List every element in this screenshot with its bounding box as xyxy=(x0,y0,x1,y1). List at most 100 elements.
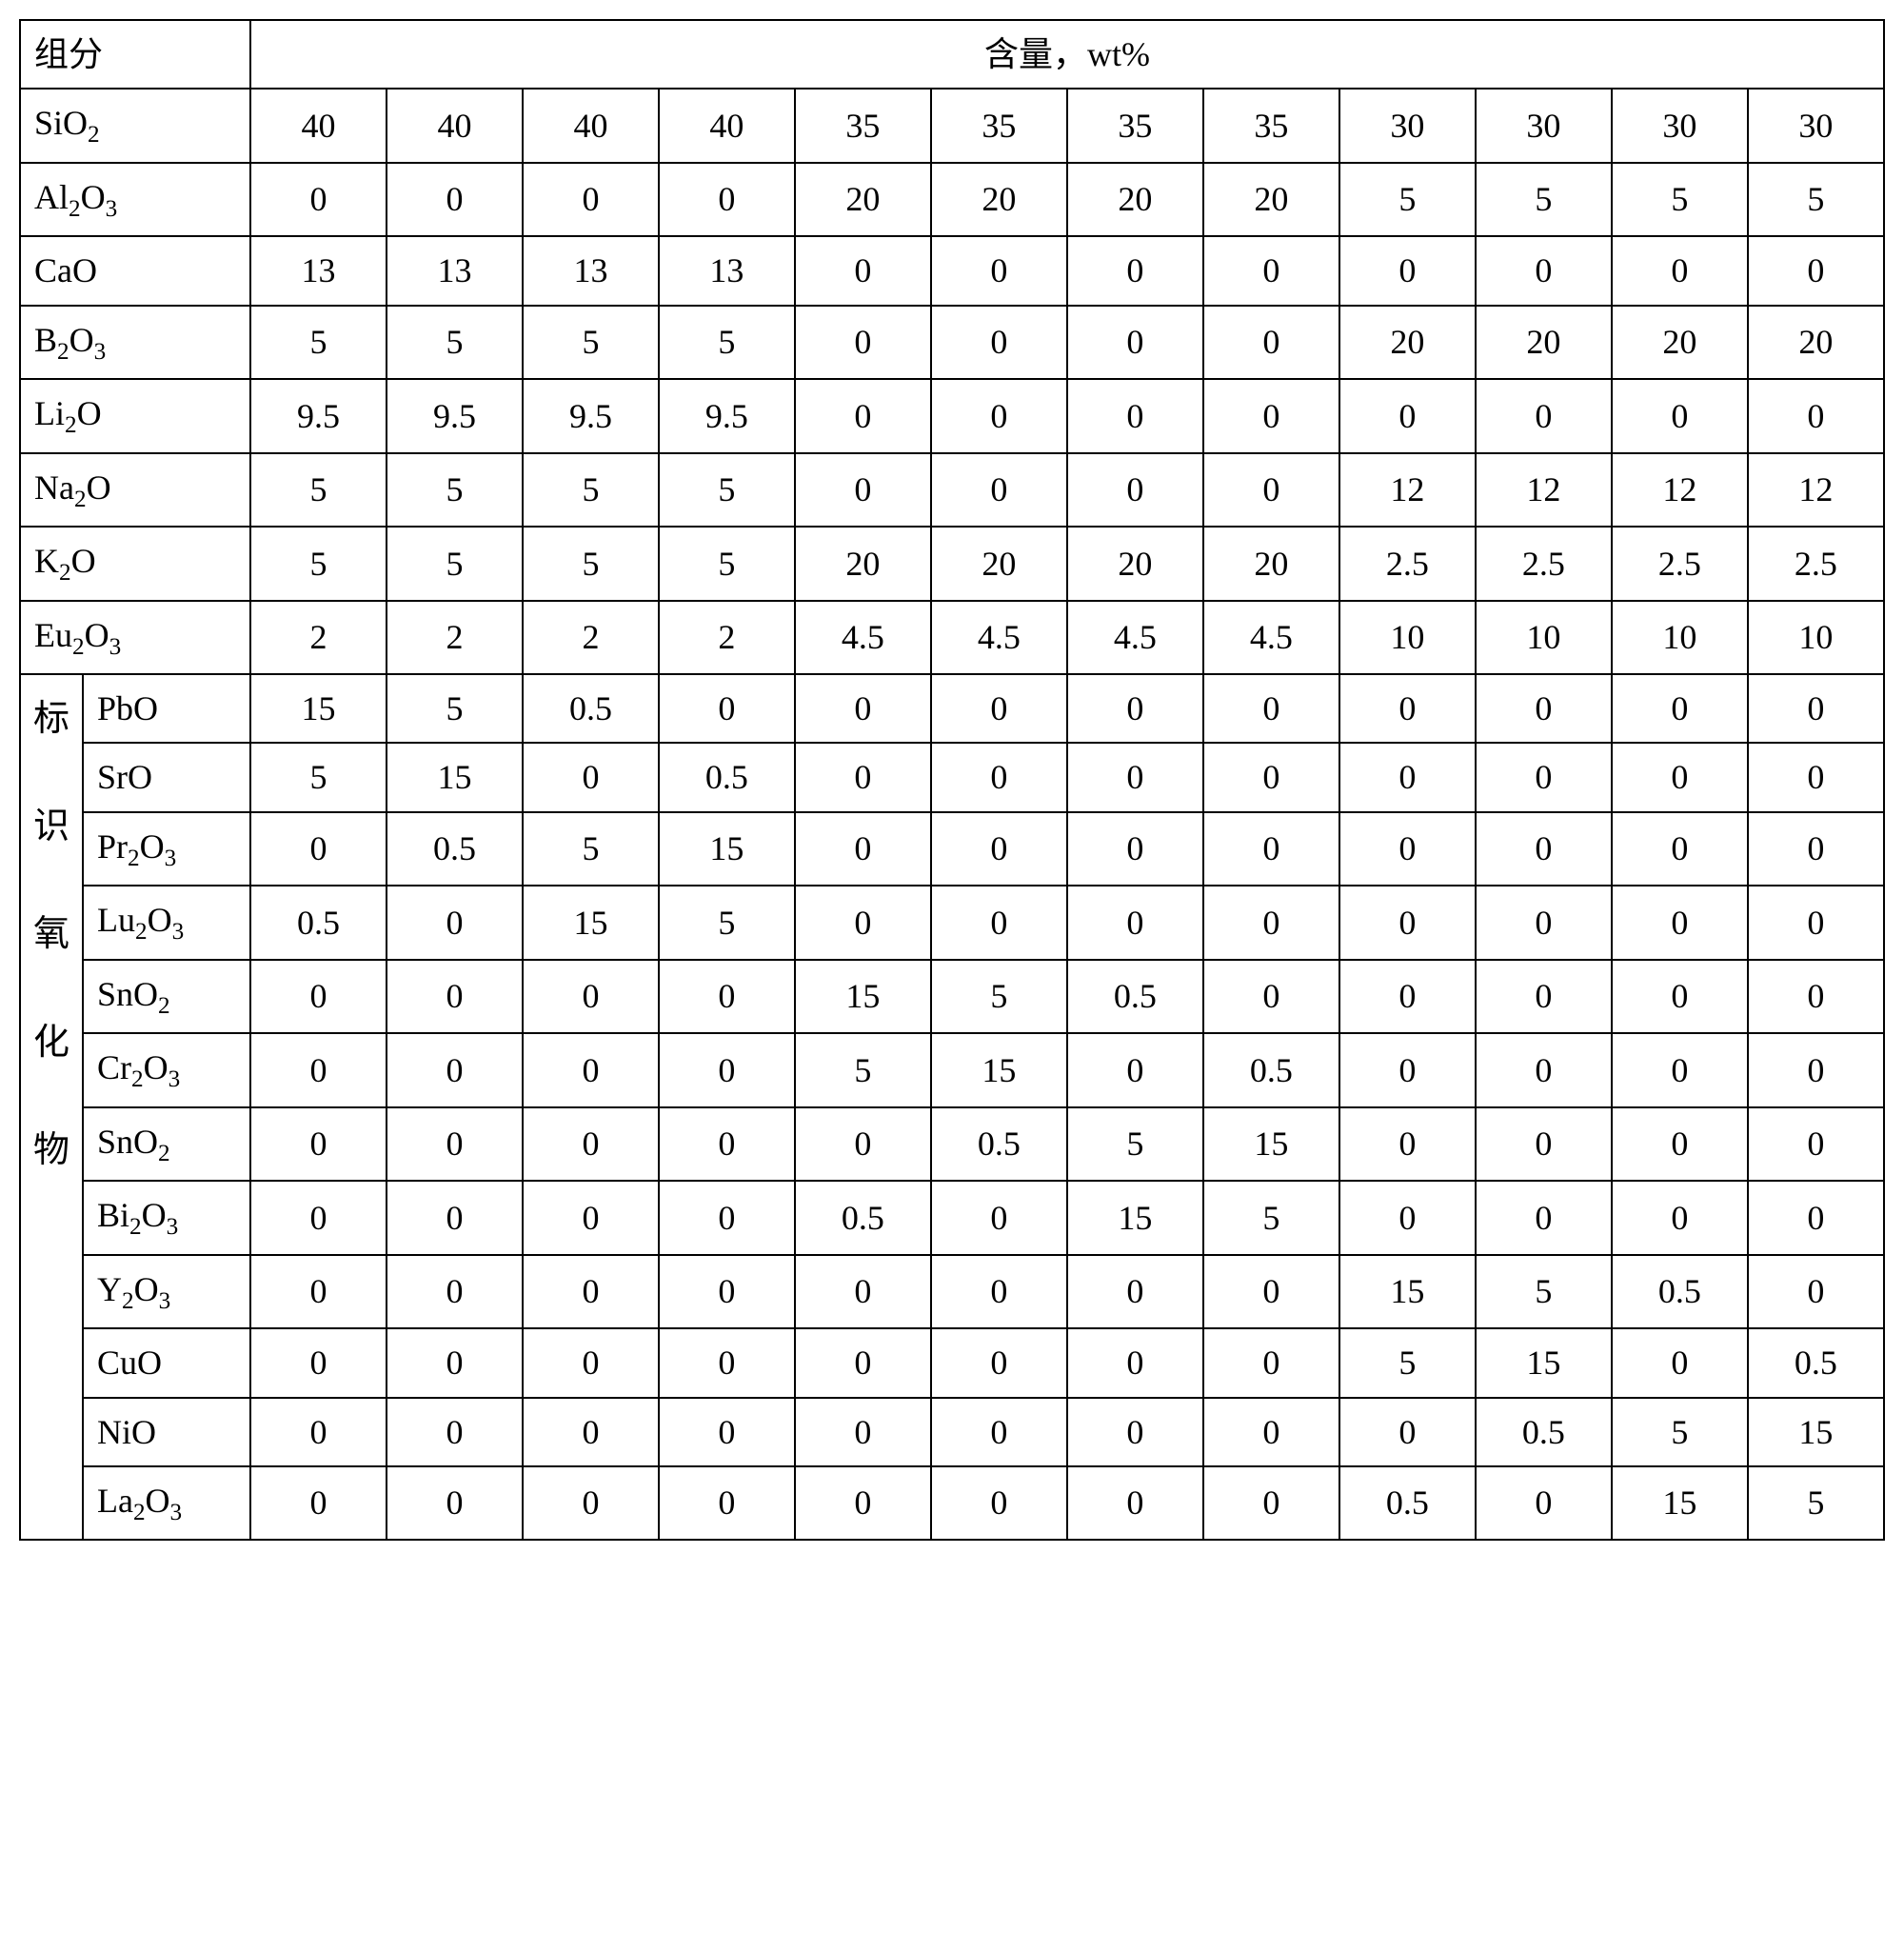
data-cell: 13 xyxy=(387,236,523,305)
data-cell: 0 xyxy=(250,1181,387,1254)
data-cell: 0 xyxy=(1203,1398,1339,1466)
data-cell: 15 xyxy=(250,674,387,743)
row-label: SnO2 xyxy=(83,1107,250,1181)
data-cell: 0 xyxy=(1067,1328,1203,1397)
data-cell: 0 xyxy=(250,812,387,886)
data-cell: 0 xyxy=(795,379,931,452)
row-label: Pr2O3 xyxy=(83,812,250,886)
row-label: PbO xyxy=(83,674,250,743)
table-row: Eu2O322224.54.54.54.510101010 xyxy=(20,601,1884,674)
data-cell: 0 xyxy=(1339,960,1476,1033)
data-cell: 0 xyxy=(1612,812,1748,886)
data-cell: 5 xyxy=(387,306,523,379)
data-cell: 0 xyxy=(1612,236,1748,305)
data-cell: 15 xyxy=(387,743,523,811)
data-cell: 40 xyxy=(523,89,659,162)
data-cell: 0 xyxy=(387,1398,523,1466)
row-label: Eu2O3 xyxy=(20,601,250,674)
group-vertical-label: 标识氧化物 xyxy=(20,674,83,1540)
data-cell: 0 xyxy=(1067,453,1203,527)
data-cell: 0 xyxy=(1067,306,1203,379)
data-cell: 20 xyxy=(1612,306,1748,379)
data-cell: 0 xyxy=(1203,1328,1339,1397)
data-cell: 15 xyxy=(1748,1398,1884,1466)
data-cell: 9.5 xyxy=(250,379,387,452)
table-row: Al2O30000202020205555 xyxy=(20,163,1884,236)
data-cell: 0 xyxy=(659,674,795,743)
row-label: Al2O3 xyxy=(20,163,250,236)
data-cell: 15 xyxy=(1339,1255,1476,1328)
row-label: SnO2 xyxy=(83,960,250,1033)
data-cell: 2 xyxy=(659,601,795,674)
data-cell: 20 xyxy=(1067,163,1203,236)
data-cell: 0 xyxy=(1067,886,1203,959)
data-cell: 0.5 xyxy=(659,743,795,811)
data-cell: 0 xyxy=(1339,674,1476,743)
data-cell: 0 xyxy=(795,1466,931,1540)
data-cell: 0 xyxy=(1203,379,1339,452)
data-cell: 0 xyxy=(250,1398,387,1466)
data-cell: 10 xyxy=(1612,601,1748,674)
data-cell: 0 xyxy=(1067,379,1203,452)
data-cell: 0 xyxy=(931,1255,1067,1328)
table-row: SrO51500.500000000 xyxy=(20,743,1884,811)
table-row: CuO0000000051500.5 xyxy=(20,1328,1884,1397)
data-cell: 0 xyxy=(659,1328,795,1397)
table-row: SnO200001550.500000 xyxy=(20,960,1884,1033)
data-cell: 5 xyxy=(659,886,795,959)
data-cell: 0 xyxy=(1748,960,1884,1033)
row-label: CuO xyxy=(83,1328,250,1397)
row-label: Cr2O3 xyxy=(83,1033,250,1106)
data-cell: 0 xyxy=(523,1255,659,1328)
data-cell: 0.5 xyxy=(1067,960,1203,1033)
group-vertical-label-char: 标 xyxy=(33,694,69,745)
data-cell: 0 xyxy=(659,1107,795,1181)
row-label: Lu2O3 xyxy=(83,886,250,959)
data-cell: 0 xyxy=(1612,960,1748,1033)
data-cell: 15 xyxy=(1476,1328,1612,1397)
group-vertical-label-char: 氧 xyxy=(33,909,69,960)
data-cell: 0 xyxy=(1067,743,1203,811)
data-cell: 0 xyxy=(1339,1398,1476,1466)
data-cell: 0 xyxy=(1476,1466,1612,1540)
data-cell: 0 xyxy=(523,960,659,1033)
data-cell: 5 xyxy=(1612,163,1748,236)
header-content-label: 含量，wt% xyxy=(250,20,1884,89)
data-cell: 12 xyxy=(1339,453,1476,527)
data-cell: 0 xyxy=(931,886,1067,959)
data-cell: 5 xyxy=(250,743,387,811)
data-cell: 4.5 xyxy=(795,601,931,674)
data-cell: 5 xyxy=(1476,163,1612,236)
data-cell: 5 xyxy=(250,527,387,600)
data-cell: 0 xyxy=(1748,674,1884,743)
data-cell: 0 xyxy=(387,1181,523,1254)
row-label: NiO xyxy=(83,1398,250,1466)
row-label: Y2O3 xyxy=(83,1255,250,1328)
data-cell: 15 xyxy=(1203,1107,1339,1181)
data-cell: 0 xyxy=(1476,674,1612,743)
data-cell: 0 xyxy=(523,1181,659,1254)
data-cell: 2.5 xyxy=(1339,527,1476,600)
data-cell: 9.5 xyxy=(387,379,523,452)
data-cell: 10 xyxy=(1476,601,1612,674)
data-cell: 0 xyxy=(795,1398,931,1466)
table-row: CaO1313131300000000 xyxy=(20,236,1884,305)
data-cell: 5 xyxy=(1476,1255,1612,1328)
data-cell: 0 xyxy=(1067,812,1203,886)
data-cell: 0 xyxy=(1203,886,1339,959)
data-cell: 2.5 xyxy=(1748,527,1884,600)
data-cell: 9.5 xyxy=(523,379,659,452)
data-cell: 2 xyxy=(523,601,659,674)
data-cell: 0 xyxy=(931,1466,1067,1540)
data-cell: 0 xyxy=(523,1398,659,1466)
data-cell: 20 xyxy=(931,163,1067,236)
data-cell: 0 xyxy=(931,236,1067,305)
data-cell: 13 xyxy=(523,236,659,305)
table-row: Lu2O30.5015500000000 xyxy=(20,886,1884,959)
group-vertical-label-char: 化 xyxy=(33,1018,69,1068)
data-cell: 0 xyxy=(1203,306,1339,379)
group-vertical-label-char: 识 xyxy=(33,802,69,852)
data-cell: 0 xyxy=(250,1466,387,1540)
data-cell: 0 xyxy=(931,306,1067,379)
group-vertical-label-char: 物 xyxy=(33,1125,69,1176)
